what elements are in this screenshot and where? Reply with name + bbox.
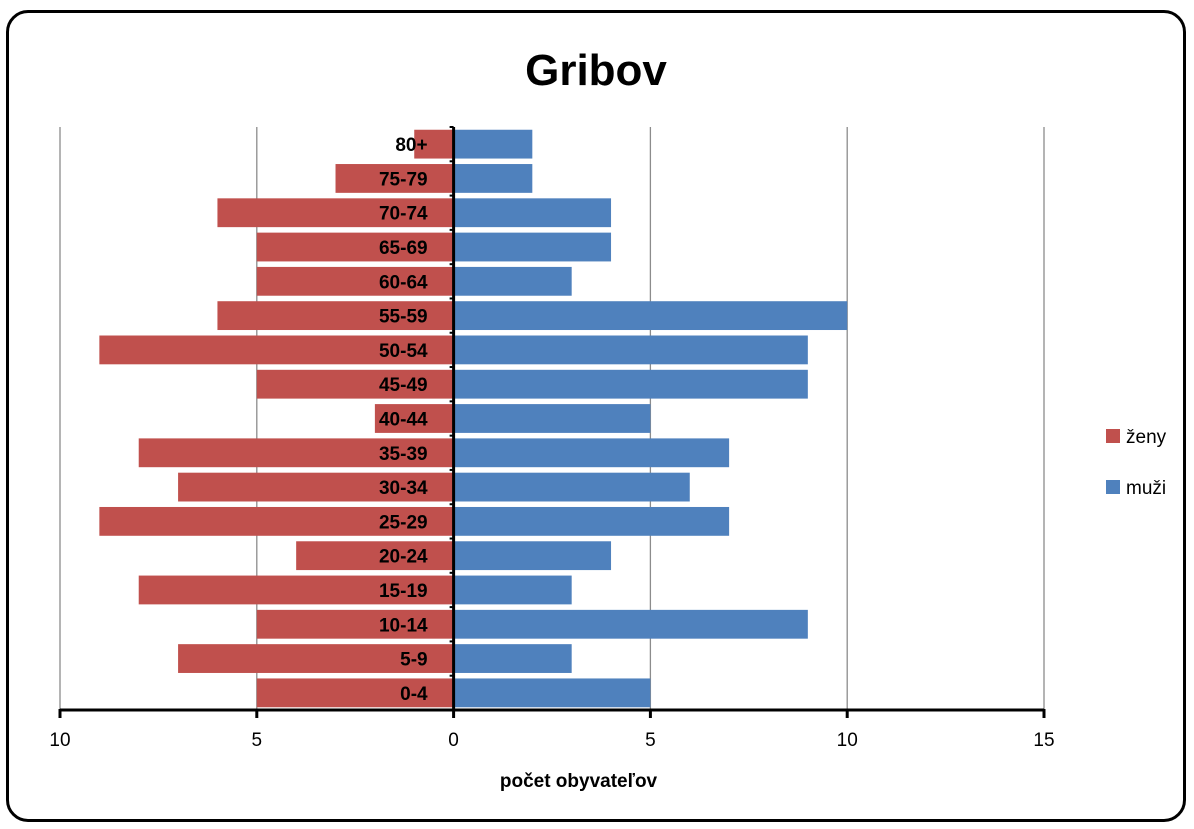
bar-zeny [138, 575, 454, 605]
bar-muzi [453, 472, 690, 502]
category-label: 0-4 [400, 684, 428, 705]
bar-muzi [453, 232, 612, 262]
category-label: 65-69 [379, 238, 428, 259]
x-axis-title: počet obyvateľov [500, 771, 658, 792]
category-label: 30-34 [379, 478, 428, 499]
category-label: 60-64 [379, 272, 428, 293]
category-label: 45-49 [379, 375, 428, 396]
population-pyramid-chart: Gribov 0-4 5-9 10-14 15-19 20-24 25-29 30-34 35-… [49, 46, 1167, 792]
bar-zeny [99, 506, 454, 536]
chart-title: Gribov [525, 46, 667, 95]
bar-zeny [99, 335, 454, 365]
bar-muzi [453, 301, 848, 331]
category-label: 55-59 [379, 307, 428, 328]
x-tick-label: 5 [252, 730, 263, 751]
x-tick-label: 10 [837, 730, 858, 751]
category-label: 50-54 [379, 341, 428, 362]
category-label: 5-9 [400, 650, 427, 671]
category-label: 10-14 [379, 615, 428, 636]
category-label: 15-19 [379, 581, 428, 602]
bar-muzi [453, 129, 533, 159]
chart-frame: Gribov 0-4 5-9 10-14 15-19 20-24 25-29 30-34 35-… [6, 10, 1186, 822]
bar-zeny [178, 644, 454, 673]
category-label: 40-44 [379, 410, 428, 431]
x-tick-label: 10 [49, 730, 70, 751]
bar-zeny [256, 609, 454, 639]
bar-zeny [256, 678, 454, 708]
bar-muzi [453, 438, 730, 468]
bar-muzi [453, 369, 808, 399]
bar-zeny [414, 129, 454, 159]
bar-muzi [453, 506, 730, 536]
bar-zeny [335, 164, 454, 193]
bar-muzi [453, 266, 572, 296]
legend-swatch-muzi [1106, 480, 1120, 494]
bar-zeny [296, 541, 454, 571]
legend-label-muzi: muži [1126, 478, 1166, 499]
bar-zeny [256, 232, 454, 262]
legend-label-zeny: ženy [1126, 427, 1167, 448]
bar-zeny [178, 472, 454, 502]
x-tick-label: 0 [448, 730, 459, 751]
bar-muzi [453, 609, 808, 639]
x-tick-label: 5 [645, 730, 656, 751]
bar-muzi [453, 541, 612, 571]
category-label: 80+ [395, 135, 427, 156]
bar-muzi [453, 644, 572, 673]
bar-muzi [453, 575, 572, 605]
x-tick-label: 15 [1033, 730, 1054, 751]
bar-muzi [453, 198, 612, 228]
category-label: 25-29 [379, 512, 428, 533]
bar-zeny [217, 301, 454, 331]
bar-muzi [453, 164, 533, 193]
bar-muzi [453, 678, 651, 708]
bar-zeny [138, 438, 454, 468]
bar-zeny [374, 404, 454, 433]
bar-muzi [453, 335, 808, 365]
category-label: 35-39 [379, 444, 428, 465]
legend-swatch-zeny [1106, 429, 1120, 443]
category-label: 70-74 [379, 204, 428, 225]
bar-muzi [453, 404, 651, 433]
category-label: 75-79 [379, 169, 428, 190]
category-label: 20-24 [379, 547, 428, 568]
bar-zeny [256, 369, 454, 399]
bar-zeny [217, 198, 454, 228]
bar-zeny [256, 266, 454, 296]
